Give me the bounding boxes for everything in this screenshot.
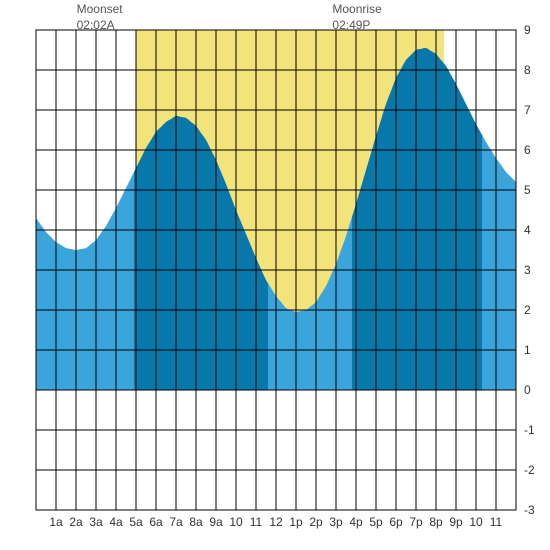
x-tick-label: 11 [250,515,263,529]
moonset-annotation: Moonset02:02A [77,2,123,33]
x-tick-label: 6p [389,515,403,529]
x-tick-label: 7a [169,515,183,529]
y-tick-label: 7 [524,103,531,117]
y-tick-label: -2 [524,463,535,477]
moonset-title: Moonset [77,2,123,18]
moonrise-time: 02:49P [332,18,381,34]
x-tick-label: 10 [469,515,483,529]
y-tick-label: 4 [524,223,531,237]
y-tick-label: 1 [524,343,531,357]
x-tick-label: 8p [429,515,443,529]
tide-chart: -3-2-101234567891a2a3a4a5a6a7a8a9a101112… [0,0,550,550]
y-tick-label: 8 [524,63,531,77]
y-tick-label: 2 [524,303,531,317]
x-tick-label: 3p [329,515,343,529]
x-tick-label: 8a [189,515,203,529]
x-tick-label: 4p [349,515,363,529]
x-tick-label: 11 [490,515,503,529]
y-tick-label: 0 [524,383,531,397]
y-tick-label: -1 [524,423,535,437]
x-tick-label: 10 [229,515,243,529]
x-tick-label: 7p [409,515,423,529]
x-tick-label: 5p [369,515,383,529]
x-tick-label: 1p [289,515,303,529]
y-tick-label: 6 [524,143,531,157]
y-tick-label: 9 [524,23,531,37]
y-tick-label: -3 [524,503,535,517]
x-tick-label: 2a [69,515,83,529]
moonrise-title: Moonrise [332,2,381,18]
x-tick-label: 6a [149,515,163,529]
y-tick-label: 5 [524,183,531,197]
x-tick-label: 5a [129,515,143,529]
x-tick-label: 12 [269,515,283,529]
x-tick-label: 9p [449,515,463,529]
x-tick-label: 9a [209,515,223,529]
moonrise-annotation: Moonrise02:49P [332,2,381,33]
moonset-time: 02:02A [77,18,123,34]
x-tick-label: 4a [109,515,123,529]
y-tick-label: 3 [524,263,531,277]
x-tick-label: 3a [89,515,103,529]
x-tick-label: 1a [49,515,63,529]
chart-svg: -3-2-101234567891a2a3a4a5a6a7a8a9a101112… [0,0,550,550]
x-tick-label: 2p [309,515,323,529]
